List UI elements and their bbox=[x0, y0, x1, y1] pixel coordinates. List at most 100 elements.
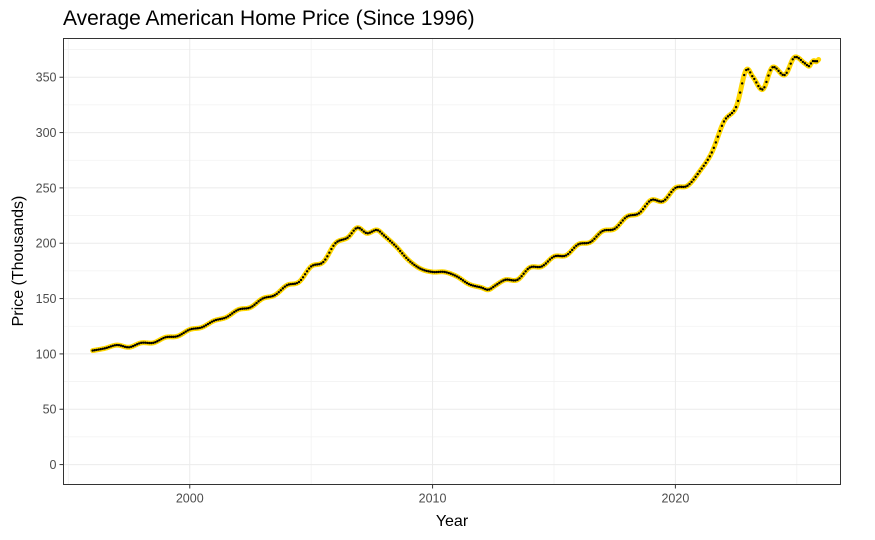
series-point bbox=[587, 241, 590, 245]
series-point bbox=[799, 58, 803, 62]
series-point bbox=[530, 265, 533, 269]
series-point bbox=[316, 263, 319, 266]
series-point bbox=[409, 260, 412, 263]
series-point bbox=[538, 265, 542, 269]
series-point bbox=[150, 341, 153, 345]
series-point bbox=[423, 269, 426, 272]
series-point bbox=[621, 219, 624, 222]
series-point bbox=[490, 287, 493, 290]
series-point bbox=[540, 265, 544, 268]
y-tick-label: 50 bbox=[43, 403, 57, 417]
series-point bbox=[338, 239, 341, 242]
series-point bbox=[455, 275, 459, 278]
series-point bbox=[172, 335, 175, 339]
series-point bbox=[504, 278, 507, 281]
series-point bbox=[235, 309, 238, 312]
series-point bbox=[180, 333, 183, 336]
series-point bbox=[378, 230, 382, 233]
series-point bbox=[439, 270, 442, 274]
series-point bbox=[297, 280, 301, 284]
series-point bbox=[664, 198, 667, 201]
series-point bbox=[601, 229, 604, 233]
series-point bbox=[635, 213, 639, 216]
series-point bbox=[291, 282, 295, 286]
series-point bbox=[554, 254, 558, 258]
series-point bbox=[186, 329, 189, 332]
series-point bbox=[528, 266, 531, 269]
series-point bbox=[413, 263, 416, 267]
series-point bbox=[160, 337, 163, 341]
series-point bbox=[623, 217, 626, 220]
series-point bbox=[692, 178, 695, 181]
series-point bbox=[366, 232, 370, 235]
series-point bbox=[271, 294, 274, 298]
series-point bbox=[119, 344, 123, 347]
series-point bbox=[135, 343, 139, 346]
series-point bbox=[354, 227, 357, 230]
series-point bbox=[447, 271, 450, 275]
series-point bbox=[672, 188, 675, 191]
series-point bbox=[287, 283, 291, 286]
series-point bbox=[208, 321, 212, 325]
y-tick-label: 300 bbox=[36, 126, 57, 140]
series-point bbox=[479, 286, 483, 289]
series-point bbox=[121, 345, 125, 348]
series-point bbox=[728, 113, 732, 116]
series-point bbox=[747, 68, 750, 71]
series-point bbox=[641, 207, 645, 211]
series-point bbox=[488, 288, 491, 291]
chart-title: Average American Home Price (Since 1996) bbox=[63, 7, 475, 30]
series-point bbox=[295, 281, 299, 285]
series-point bbox=[176, 335, 179, 338]
series-point bbox=[722, 120, 726, 123]
series-point bbox=[435, 270, 438, 274]
series-point bbox=[311, 264, 315, 267]
series-point bbox=[706, 158, 709, 162]
series-point bbox=[777, 69, 780, 73]
series-point bbox=[224, 316, 228, 319]
series-point bbox=[222, 316, 226, 320]
series-point bbox=[631, 213, 635, 217]
series-point bbox=[382, 234, 386, 237]
series-point bbox=[544, 262, 548, 265]
series-layer bbox=[90, 54, 822, 354]
series-point bbox=[690, 180, 693, 184]
series-point bbox=[103, 347, 106, 350]
series-point bbox=[589, 240, 592, 244]
series-point bbox=[137, 342, 141, 345]
series-point bbox=[761, 88, 764, 91]
series-point bbox=[625, 215, 629, 218]
series-point bbox=[789, 62, 792, 65]
series-point bbox=[415, 265, 418, 268]
series-point bbox=[585, 242, 588, 245]
series-point bbox=[441, 270, 444, 273]
series-point bbox=[702, 164, 705, 168]
series-point bbox=[374, 228, 378, 232]
series-point bbox=[431, 270, 434, 274]
series-point bbox=[542, 264, 546, 267]
series-point bbox=[184, 330, 187, 333]
series-point bbox=[99, 347, 102, 351]
series-point bbox=[386, 237, 390, 241]
series-point bbox=[809, 62, 813, 65]
series-point bbox=[660, 200, 663, 203]
series-point bbox=[591, 239, 594, 242]
series-point bbox=[647, 200, 651, 203]
series-point bbox=[113, 344, 117, 347]
series-point bbox=[803, 62, 807, 65]
series-point bbox=[229, 313, 232, 317]
series-point bbox=[502, 279, 505, 282]
series-point bbox=[162, 336, 165, 340]
series-point bbox=[738, 91, 742, 94]
series-point bbox=[154, 340, 157, 344]
series-point bbox=[117, 343, 121, 347]
series-point bbox=[279, 289, 283, 292]
series-point bbox=[267, 295, 270, 299]
series-point bbox=[793, 55, 796, 59]
series-point bbox=[403, 254, 406, 257]
series-point bbox=[516, 278, 519, 281]
series-point bbox=[599, 231, 602, 234]
series-point bbox=[245, 307, 248, 310]
series-point bbox=[283, 285, 287, 288]
series-point bbox=[532, 265, 535, 268]
